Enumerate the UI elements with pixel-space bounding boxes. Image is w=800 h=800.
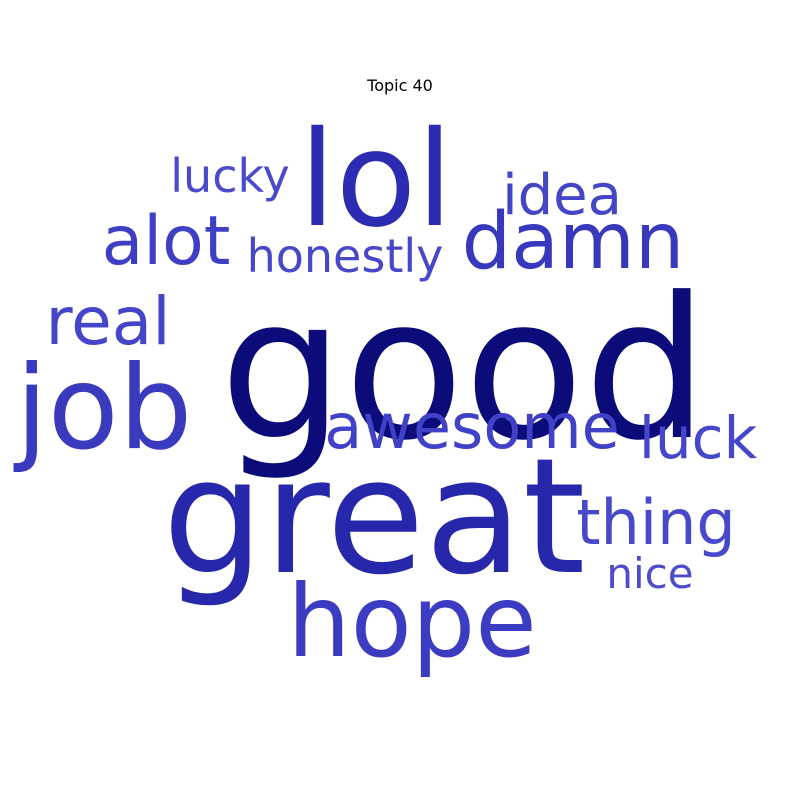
word-lucky: lucky (170, 149, 289, 203)
word-thing: thing (576, 486, 735, 559)
word-real: real (45, 283, 170, 360)
word-great: great (162, 423, 585, 610)
word-damn: damn (462, 197, 685, 287)
word-awesome: awesome (324, 390, 620, 463)
chart-title: Topic 40 (367, 76, 433, 95)
word-job: job (13, 341, 193, 476)
word-luck: luck (639, 404, 758, 472)
word-nice: nice (606, 549, 693, 598)
word-idea: idea (502, 163, 622, 228)
word-honestly: honestly (247, 229, 444, 283)
word-good: good (220, 256, 709, 484)
word-hope: hope (287, 563, 537, 680)
word-alot: alot (102, 202, 231, 281)
word-lol: lol (299, 103, 453, 257)
